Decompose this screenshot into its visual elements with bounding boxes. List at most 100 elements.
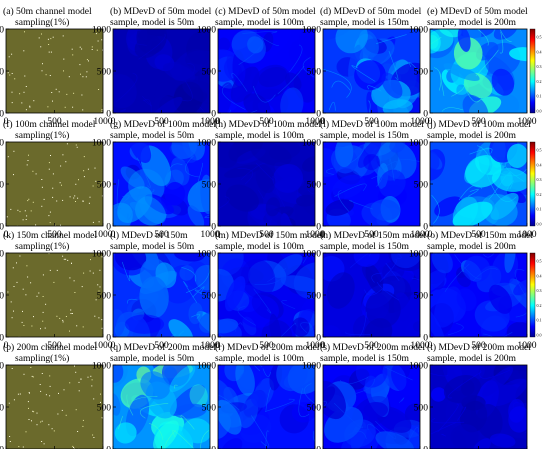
heatmap-patch [243,93,271,113]
colorbar: 0.5 0.4 0.3 0.2 0.1 0.0 [529,28,542,114]
heatmap-patch [335,142,354,168]
sample-point [72,445,74,447]
plot-area [430,365,527,449]
sample-point [48,424,50,426]
heatmap-patch [139,196,167,224]
channel-outline [302,57,315,78]
panel-title-line2: sample, model is 200m [427,17,517,28]
sample-point [19,393,21,395]
colorbar: 0.5 0.4 0.3 0.2 0.1 0.0 [529,252,542,338]
sample-point [45,394,47,396]
x-tick-label: 500 [47,229,62,240]
heatmap-patch [354,60,386,91]
channel-outline [127,185,143,220]
heatmap-patch [120,166,145,189]
sample-point [80,378,82,380]
channel-outline [303,142,311,150]
sample-point [49,269,51,271]
heatmap-patch [323,380,346,420]
heatmap-patch [236,148,266,164]
channel-outline [237,168,254,185]
sample-point [22,310,23,312]
sample-point [74,365,75,367]
heatmap-patch [365,290,401,328]
channel-outline [254,273,285,285]
sample-point [74,195,76,197]
sample-point [31,420,32,422]
channel-outline [242,31,278,34]
heatmap-patch [462,365,485,380]
y-tick-label: 500 [97,66,112,77]
channel-outline [304,383,315,404]
y-tick-label: 0 [423,332,428,343]
sample-point [75,144,77,146]
colorbar-gradient [529,141,536,227]
plot-area [430,253,527,337]
channel-outline [431,194,440,224]
sample-point [41,186,43,188]
sample-point [98,317,100,319]
channel-outline [411,277,420,281]
x-tick-label: 0 [216,340,221,351]
sample-point [30,366,32,368]
channel-outline [174,384,178,389]
sample-point [47,38,49,40]
panel-title-line1: (b) MDevD of 50m model [110,6,212,17]
sample-point [79,64,81,66]
sample-point [69,330,70,332]
sample-point [60,224,61,226]
sample-point [25,431,27,433]
heatmap-patch [476,404,503,439]
sample-point [10,301,12,303]
heatmap-patch [431,253,453,274]
sample-point [75,201,76,202]
panel-title-line2: sampling(1%) [15,17,69,28]
sample-point [71,313,73,314]
x-tick-label: 500 [471,229,486,240]
sample-point [83,156,85,158]
y-tick-label: 0 [211,332,216,343]
sample-point [31,325,33,327]
y-tick-label: 1000 [92,24,111,35]
y-tick-label: 1000 [197,137,216,148]
channel-outline [506,180,514,190]
y-tick-label: 0 [211,444,216,449]
channel-outline [240,162,266,181]
panel-title-line1: (s) MDevD of 200m model [320,342,425,353]
sample-point [97,284,99,286]
heatmap-patch [153,420,179,449]
channel-outline [178,330,185,337]
channel-outline [141,95,153,107]
sample-point [62,35,64,37]
sample-point [88,202,90,204]
sample-point [13,286,15,287]
heatmap-patch [185,50,210,73]
channel-outline [127,298,138,304]
channel-outline [347,431,367,440]
heatmap-patch [291,402,315,423]
channel-outline [131,396,158,402]
panel-title-line2: sample, model is 200m [427,130,517,141]
x-tick-label: 500 [259,229,274,240]
sample-point [49,375,51,377]
channel-outline [180,415,195,430]
colorbar-tick-label: 0.4 [537,273,542,278]
channel-outline [267,267,287,282]
channel-outline [490,332,513,337]
x-tick-label: 0 [428,340,433,351]
channel-outline [231,72,248,92]
sample-point [32,410,34,412]
channel-outline [300,322,310,334]
sample-point [63,258,65,260]
heatmap-patch [364,318,393,337]
y-tick-label: 0 [106,332,111,343]
sample-point [14,78,16,80]
sample-point [27,401,29,403]
channel-outline [170,334,176,337]
panel-title-line2: sample, model is 150m [320,353,410,364]
sample-point [99,269,101,271]
heatmap-patch [513,279,527,296]
